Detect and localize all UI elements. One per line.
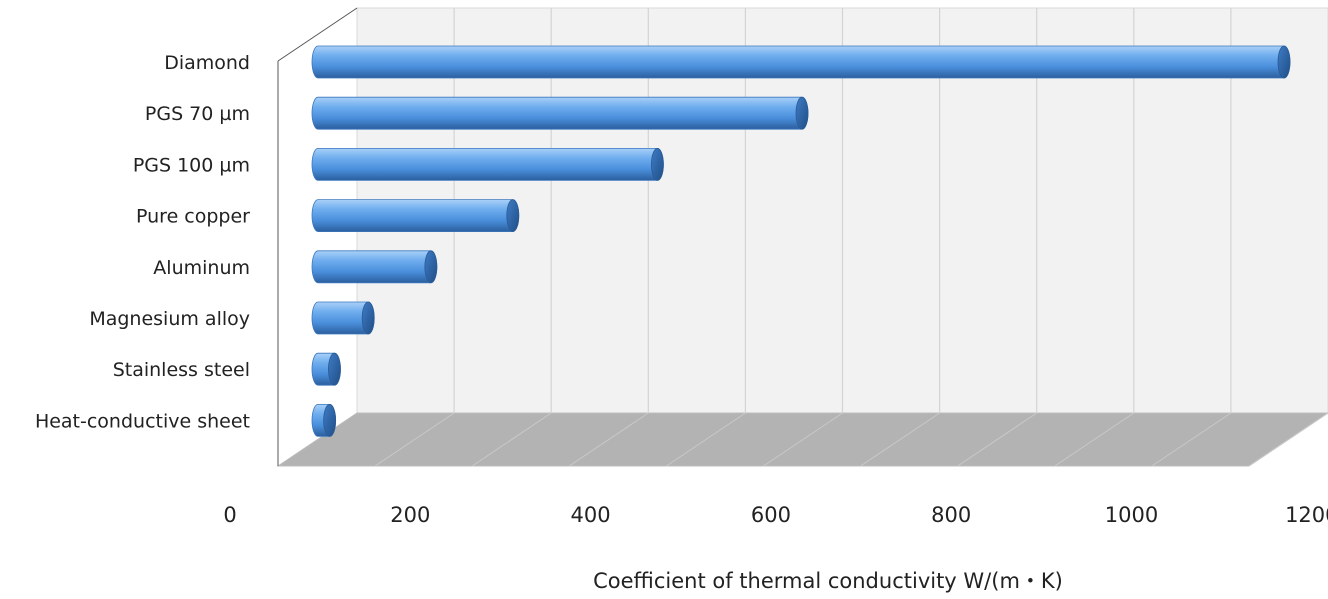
- bar: [311, 250, 438, 284]
- x-axis-title: Coefficient of thermal conductivity W/(m…: [593, 569, 1063, 593]
- floor-gridline: [957, 412, 1037, 467]
- bar-end-cap: [651, 147, 664, 181]
- bar-end-cap: [506, 199, 520, 233]
- category-label: Pure copper: [136, 206, 250, 228]
- bar-end-cap: [424, 250, 438, 284]
- floor-gridline: [471, 412, 552, 467]
- bar-end-cap: [328, 352, 341, 386]
- x-tick-label: 400: [571, 503, 611, 527]
- category-label: PGS 70 µm: [145, 103, 250, 125]
- floor-gridline: [1151, 412, 1232, 467]
- bar: [311, 352, 341, 386]
- bar: [311, 45, 1291, 79]
- category-label: Diamond: [164, 52, 250, 74]
- category-label: Heat-conductive sheet: [35, 410, 250, 432]
- bar-body: [311, 96, 809, 130]
- bar: [311, 96, 809, 130]
- x-tick-labels: 0200400600800100012001400160018002000: [223, 503, 1328, 527]
- bars: [311, 45, 1291, 437]
- x-tick-label: 800: [931, 503, 971, 527]
- category-label: PGS 100 µm: [133, 154, 250, 176]
- bar: [311, 199, 520, 233]
- bar-end-cap: [323, 403, 337, 437]
- floor-gridline: [666, 412, 746, 467]
- bar-body: [311, 45, 1291, 79]
- bar: [311, 301, 375, 335]
- x-tick-label: 600: [751, 503, 791, 527]
- x-tick-label: 1000: [1105, 503, 1158, 527]
- bar-end-cap: [795, 96, 809, 130]
- floor-gridline: [1248, 412, 1328, 467]
- bar: [311, 403, 337, 437]
- category-label: Stainless steel: [113, 359, 250, 381]
- x-tick-label: 1200: [1285, 503, 1328, 527]
- category-labels: Diamond PGS 70 µm PGS 100 µm Pure copper Alu…: [35, 52, 250, 432]
- category-label: Aluminum: [153, 257, 250, 279]
- floor-gridline: [569, 412, 649, 467]
- floor-gridline: [860, 412, 940, 467]
- x-tick-label: 200: [390, 503, 430, 527]
- category-label: Magnesium alloy: [89, 308, 250, 330]
- bar-end-cap: [361, 301, 375, 335]
- bar-end-cap: [1277, 45, 1291, 79]
- top-depth-line: [277, 7, 358, 62]
- floor-gridline: [763, 412, 843, 467]
- bar-body: [311, 148, 664, 181]
- floor-gridline: [374, 412, 455, 467]
- floor-gridline: [1054, 412, 1135, 467]
- bar-body: [311, 199, 520, 232]
- bar: [311, 147, 664, 181]
- x-tick-label: 0: [223, 503, 236, 527]
- bar-body: [311, 250, 438, 284]
